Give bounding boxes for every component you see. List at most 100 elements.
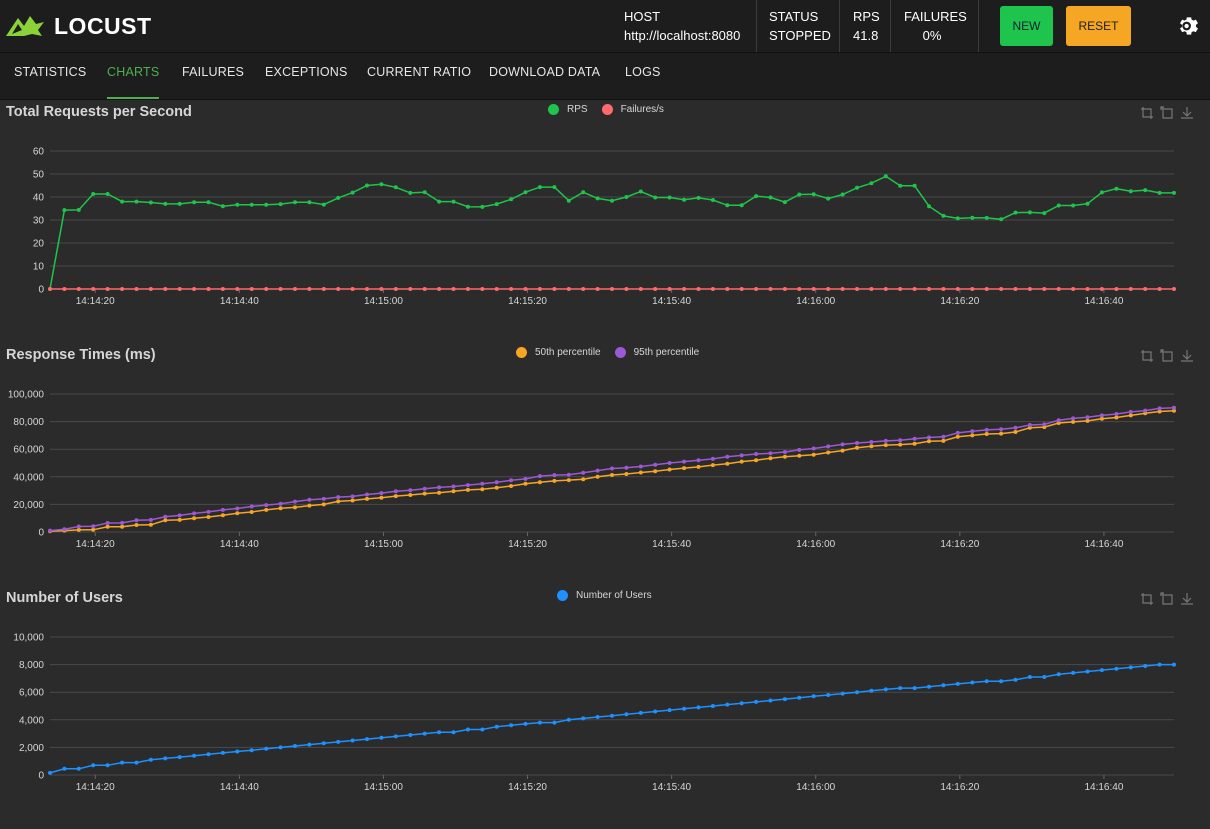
- data-point: [91, 192, 96, 196]
- data-point: [494, 485, 499, 490]
- data-point: [855, 287, 859, 291]
- zoom-reset-icon[interactable]: [1160, 349, 1174, 363]
- chart-legend: Number of Users: [557, 590, 652, 601]
- download-icon[interactable]: [1180, 592, 1194, 606]
- locust-logo[interactable]: LOCUST: [4, 12, 152, 40]
- data-point: [437, 199, 442, 204]
- x-tick-label: 14:16:40: [1084, 539, 1123, 550]
- data-point: [610, 713, 614, 718]
- tab-current-ratio[interactable]: CURRENT RATIO: [367, 65, 472, 79]
- data-point: [1157, 662, 1162, 667]
- data-point: [696, 195, 701, 200]
- tab-download-data[interactable]: DOWNLOAD DATA: [489, 65, 601, 79]
- data-point: [710, 198, 715, 202]
- data-point: [1114, 287, 1119, 291]
- data-point: [523, 287, 528, 291]
- download-icon[interactable]: [1180, 106, 1194, 120]
- data-point: [1114, 415, 1119, 420]
- legend-item-failures[interactable]: Failures/s: [601, 104, 664, 115]
- data-point: [725, 454, 730, 459]
- data-point: [624, 712, 629, 717]
- legend-item-rps[interactable]: RPS: [548, 104, 588, 115]
- data-point: [1143, 408, 1148, 413]
- x-tick-label: 14:15:00: [364, 539, 403, 550]
- data-point: [710, 463, 715, 468]
- data-point: [1056, 203, 1061, 208]
- data-point: [883, 687, 888, 692]
- zoom-icon[interactable]: [1140, 592, 1154, 606]
- data-point: [1157, 190, 1162, 195]
- data-point: [177, 287, 182, 291]
- data-point: [840, 287, 845, 291]
- chart-title: Number of Users: [6, 590, 123, 606]
- data-point: [120, 524, 125, 529]
- zoom-reset-icon[interactable]: [1160, 592, 1174, 606]
- data-point: [927, 287, 931, 291]
- tab-statistics[interactable]: STATISTICS: [14, 65, 87, 79]
- chart-legend: 50th percentile 95th percentile: [516, 347, 699, 358]
- tab-logs[interactable]: LOGS: [625, 65, 661, 79]
- data-point: [955, 287, 960, 291]
- tab-exceptions[interactable]: EXCEPTIONS: [265, 65, 348, 79]
- data-point: [653, 709, 658, 714]
- data-point: [855, 441, 859, 445]
- data-point: [840, 691, 845, 696]
- y-tick-label: 0: [38, 528, 44, 539]
- zoom-icon[interactable]: [1140, 106, 1154, 120]
- data-point: [754, 287, 759, 291]
- data-point: [537, 287, 542, 291]
- new-test-button[interactable]: NEW: [1000, 6, 1053, 46]
- legend-dot: [557, 590, 568, 601]
- data-point: [393, 734, 398, 739]
- data-point: [581, 190, 586, 195]
- data-point: [552, 473, 557, 478]
- data-point: [509, 197, 514, 202]
- data-point: [682, 466, 687, 471]
- data-point: [999, 287, 1004, 291]
- data-point: [883, 174, 888, 179]
- data-point: [984, 427, 989, 432]
- data-point: [76, 287, 81, 291]
- data-point: [393, 185, 398, 190]
- x-tick-label: 14:16:20: [940, 296, 979, 307]
- data-point: [220, 513, 225, 518]
- legend-item-users[interactable]: Number of Users: [557, 590, 652, 601]
- legend-dot: [548, 104, 559, 115]
- data-point: [638, 464, 643, 469]
- data-point: [999, 217, 1004, 222]
- data-point: [494, 480, 499, 485]
- data-point: [480, 727, 485, 732]
- data-point: [336, 499, 341, 504]
- y-tick-label: 20: [33, 239, 45, 250]
- data-point: [581, 287, 586, 291]
- data-point: [912, 436, 917, 441]
- tab-charts[interactable]: CHARTS: [107, 53, 160, 99]
- status-value: STOPPED: [769, 28, 831, 43]
- download-icon[interactable]: [1180, 349, 1194, 363]
- data-point: [523, 190, 528, 195]
- data-point: [48, 528, 52, 533]
- data-point: [1157, 287, 1162, 291]
- theme-gear-icon[interactable]: [1176, 13, 1202, 39]
- reset-button[interactable]: RESET: [1066, 6, 1131, 46]
- data-point: [595, 468, 600, 473]
- data-point: [581, 477, 586, 482]
- data-point: [1027, 423, 1032, 427]
- data-point: [307, 742, 312, 747]
- data-point: [682, 706, 687, 711]
- legend-item-p95[interactable]: 95th percentile: [614, 347, 699, 358]
- legend-item-p50[interactable]: 50th percentile: [516, 347, 601, 358]
- data-point: [610, 287, 614, 291]
- data-point: [264, 503, 269, 508]
- data-point: [855, 445, 859, 450]
- data-point: [307, 287, 312, 291]
- zoom-reset-icon[interactable]: [1160, 106, 1174, 120]
- data-point: [134, 518, 139, 523]
- zoom-icon[interactable]: [1140, 349, 1154, 363]
- x-tick-label: 14:15:40: [652, 782, 691, 793]
- data-point: [192, 200, 197, 205]
- data-point: [1085, 669, 1090, 674]
- data-point: [1056, 672, 1061, 677]
- data-point: [566, 287, 571, 291]
- tab-failures[interactable]: FAILURES: [182, 65, 245, 79]
